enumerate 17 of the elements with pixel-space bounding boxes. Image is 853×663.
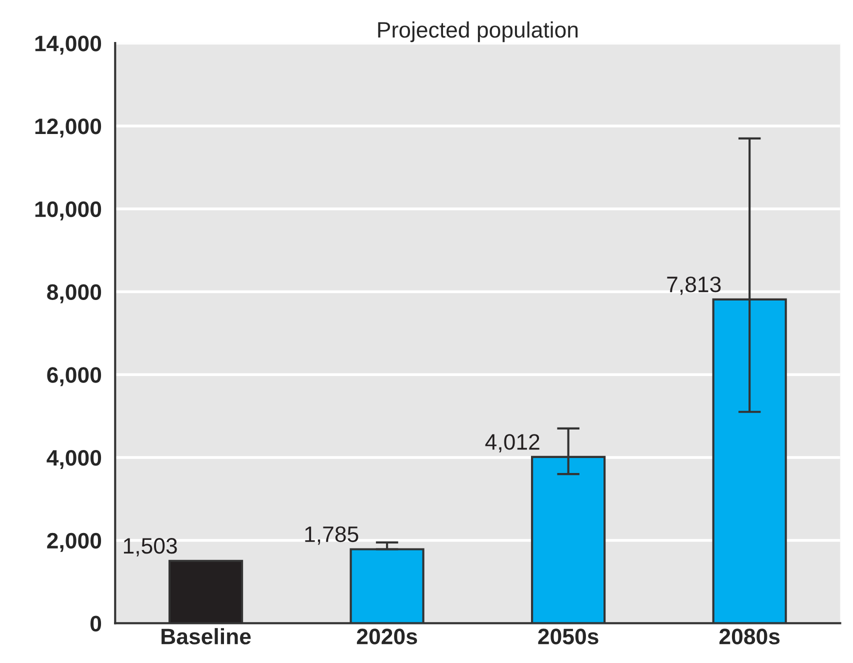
y-tick-label: 4,000 [46, 450, 102, 469]
x-tick-label: 2080s [719, 628, 780, 644]
y-tick-label: 2,000 [47, 532, 102, 552]
x-tick-label: 2050s [538, 628, 598, 644]
data-label: 1,785 [305, 526, 358, 545]
x-tick-label: 2020s [356, 628, 418, 644]
y-tick-label: 8,000 [47, 284, 102, 304]
y-tick-label: 12,000 [35, 118, 102, 138]
data-label: 4,012 [485, 434, 540, 452]
x-tick-label: Baseline [162, 628, 251, 644]
data-label: 7,813 [667, 276, 721, 295]
chart-title: Projected population [378, 21, 578, 42]
y-tick-label: 10,000 [35, 201, 102, 220]
y-tick-label: 14,000 [35, 36, 102, 55]
data-label: 1,503 [124, 538, 177, 556]
y-tick-label: 6,000 [47, 367, 102, 386]
y-tick-label: 0 [90, 616, 102, 632]
